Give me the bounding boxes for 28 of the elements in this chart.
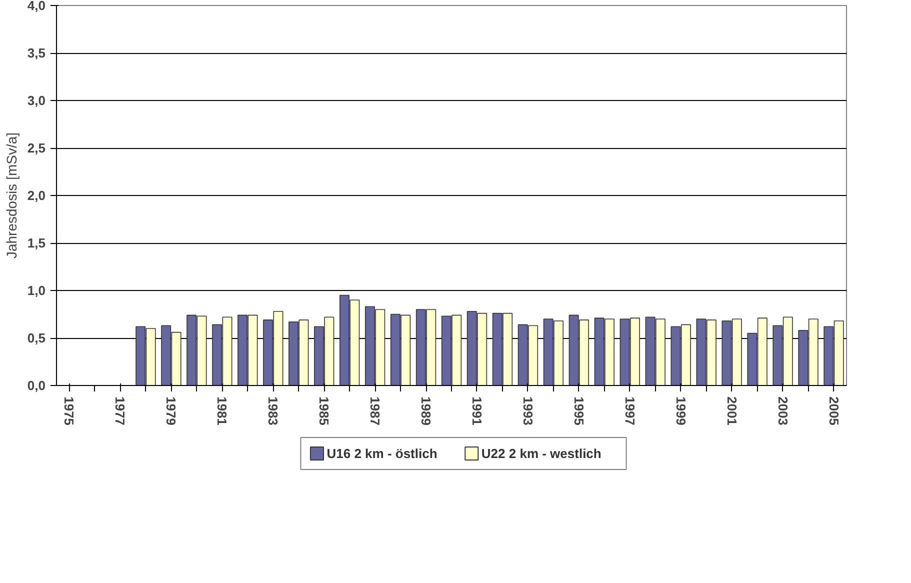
y-tick-label: 2,5 bbox=[27, 140, 46, 156]
x-tick-label: 1999 bbox=[673, 396, 688, 426]
y-tick-label: 1,5 bbox=[27, 236, 46, 250]
y-tick-label: 2,0 bbox=[27, 188, 46, 203]
y-tick-label: 1,0 bbox=[27, 283, 46, 298]
x-tick-label: 1991 bbox=[469, 396, 484, 426]
x-tick-label: 1983 bbox=[266, 396, 281, 426]
x-tick-label: 1975 bbox=[62, 396, 77, 426]
x-tick-label: 2005 bbox=[826, 396, 842, 426]
legend-label: U16 2 km - östlich bbox=[326, 446, 438, 461]
x-tick-label: 1993 bbox=[520, 396, 536, 426]
x-tick-label: 1995 bbox=[571, 396, 586, 426]
y-tick-label: 3,0 bbox=[27, 93, 46, 108]
x-tick-label: 1989 bbox=[418, 396, 434, 426]
x-tick-label: 1977 bbox=[112, 396, 128, 426]
y-tick-label: 0,0 bbox=[27, 378, 46, 393]
x-tick-label: 2001 bbox=[724, 396, 740, 426]
y-axis-title: Jahresdosis [mSv/a] bbox=[3, 132, 20, 259]
x-tick-label: 2003 bbox=[775, 396, 790, 426]
x-tick-label: 1987 bbox=[368, 396, 383, 426]
legend-label: U22 2 km - westlich bbox=[481, 446, 602, 461]
y-tick-label: 0,5 bbox=[27, 330, 46, 346]
x-tick-label: 1985 bbox=[316, 396, 332, 426]
x-tick-label: 1979 bbox=[164, 396, 179, 426]
x-tick-label: 1997 bbox=[622, 396, 638, 426]
y-tick-label: 3,5 bbox=[27, 46, 46, 60]
y-tick-label: 4,0 bbox=[27, 0, 46, 13]
x-tick-label: 1981 bbox=[214, 396, 230, 426]
